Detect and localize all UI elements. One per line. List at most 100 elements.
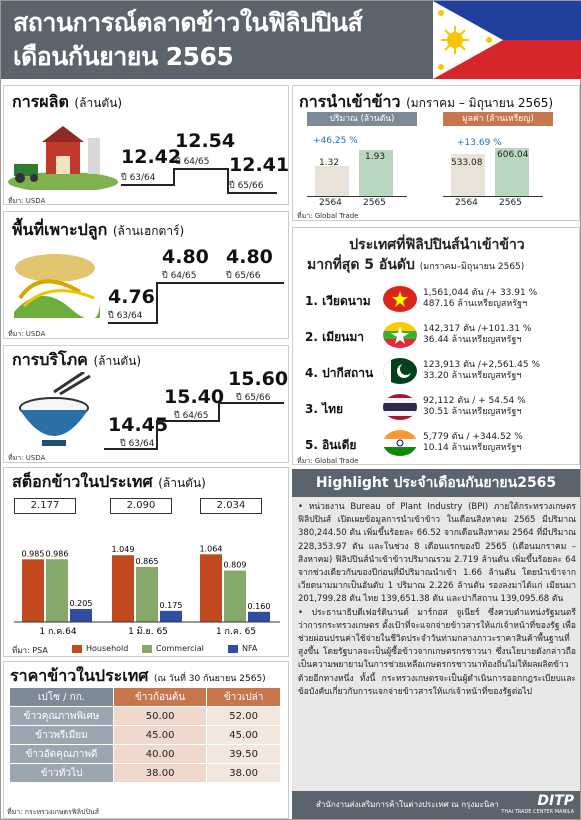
stock-bar-household <box>22 559 44 622</box>
consumption-step-2 <box>156 420 220 422</box>
table-row: ข้าวพรีเมียม 45.00 45.00 <box>9 725 281 745</box>
imports-value-axis <box>443 196 543 197</box>
price-row-label: ข้าวพรีเมียม <box>9 725 114 745</box>
legend-swatch-household <box>72 645 82 653</box>
price-table: เปโซ / กก. ข้าวก้อนต้น ข้าวเปล่า ข้าวคุณ… <box>9 687 281 783</box>
top5-panel: ประเทศที่ฟิลิปปินส์นำเข้าข้าว มากที่สุด … <box>292 227 580 465</box>
imports-volume-2564: 1.32 <box>319 158 340 168</box>
consumption-title: การบริโภค (ล้านตัน) <box>12 348 142 373</box>
rice-field-icon <box>14 254 100 318</box>
top5-country-name: 4. ปากีสถาน <box>305 366 374 380</box>
production-year-3: ปี 65/66 <box>229 181 264 191</box>
highlight-panel: Highlight ประจำเดือนกันยายน2565 • หน่วยง… <box>292 469 580 819</box>
table-row: ข้าวคุณภาพพิเศษ 50.00 52.00 <box>9 706 281 726</box>
vietnam-flag-icon <box>383 286 417 312</box>
top5-source: ที่มา: Global Trade <box>297 457 359 465</box>
legend-nfa: NFA <box>242 644 258 653</box>
price-table-header: เปโซ / กก. ข้าวก้อนต้น ข้าวเปล่า <box>9 687 281 707</box>
stock-bar-label: 0.986 <box>46 549 69 558</box>
top5-title-line2: มากที่สุด 5 อันดับ (มกราคม–มิถุนายน 2565… <box>307 257 525 273</box>
area-year-2: ปี 64/65 <box>162 271 197 281</box>
imports-volume-bar-2565 <box>359 150 393 196</box>
consumption-source: ที่มา: USDA <box>8 454 46 462</box>
consumption-year-2: ปี 64/65 <box>174 411 209 421</box>
top5-country-name: 3. ไทย <box>305 402 344 416</box>
price-cell: 38.00 <box>112 763 208 783</box>
price-cell: 52.00 <box>206 706 281 726</box>
consumption-step-3 <box>218 402 284 404</box>
price-header-col2: ข้าวเปล่า <box>206 687 281 707</box>
imports-volume-bar-2564 <box>315 166 349 196</box>
imports-value-year-2564: 2564 <box>455 198 478 208</box>
imports-volume-change: +46.25 % <box>313 136 358 146</box>
production-value-1: 12.42 <box>121 146 182 168</box>
price-source: ที่มา: กระทรวงเกษตรฟิลิปปินส์ <box>7 808 99 816</box>
area-step-riser-1 <box>156 282 158 324</box>
consumption-step-riser-1 <box>156 420 158 450</box>
consumption-year-1: ปี 63/64 <box>120 439 155 449</box>
area-year-1: ปี 63/64 <box>108 311 143 321</box>
highlight-paragraph-2: • ประธานาธิบดีเฟอร์ดินานด์ มาร์กอส จูเนี… <box>298 607 576 697</box>
stock-bar-label: 0.809 <box>224 561 247 570</box>
stock-bar-commercial <box>136 566 158 622</box>
imports-value-year-2565: 2565 <box>499 198 522 208</box>
price-row-label: ข้าวอัตคุณภาพดี <box>9 744 114 764</box>
pakistan-flag-icon <box>383 358 417 384</box>
top5-title-line1: ประเทศที่ฟิลิปปินส์นำเข้าข้าว <box>349 237 525 253</box>
legend-commercial: Commercial <box>156 644 204 653</box>
area-year-3: ปี 65/66 <box>226 271 261 281</box>
consumption-step-1 <box>104 448 158 450</box>
stock-category-label: 1 มิ.ย. 65 <box>128 626 168 637</box>
production-step-1 <box>121 184 175 186</box>
highlight-footer: สำนักงานส่งเสริมการค้าในต่างประเทศ ณ กรุ… <box>292 791 580 819</box>
price-cell: 45.00 <box>206 725 281 745</box>
stock-bar-label: 0.865 <box>136 557 159 566</box>
top5-row-myanmar: 2. เมียนมา 142,317 ตัน /+101.31 % 36.44 ล… <box>293 318 579 354</box>
stock-bar-household <box>200 554 222 622</box>
top5-row-thailand: 3. ไทย 92,112 ตัน / + 54.54 % 30.51 ล้านเ… <box>293 390 579 426</box>
table-row: ข้าวทั่วไป 38.00 38.00 <box>9 763 281 783</box>
consumption-value-3: 15.60 <box>228 368 289 390</box>
stock-title: สต็อกข้าวในประเทศ (ล้านตัน) <box>12 470 206 495</box>
stock-total-1: 2.177 <box>14 498 76 514</box>
top5-country-data: 5,779 ตัน / +344.52 % 10.14 ล้านเหรียญสหร… <box>423 432 523 453</box>
price-cell: 39.50 <box>206 744 281 764</box>
legend-swatch-commercial <box>142 645 152 653</box>
page-title-line2: เดือนกันยายน 2565 <box>13 42 234 71</box>
area-title: พื้นที่เพาะปลูก (ล้านเฮกตาร์) <box>12 218 185 243</box>
price-row-label: ข้าวทั่วไป <box>9 763 114 783</box>
stock-bar-nfa <box>248 611 270 622</box>
imports-volume-year-2564: 2564 <box>319 198 342 208</box>
stock-source: ที่มา: PSA <box>12 646 48 655</box>
area-step-2 <box>156 282 284 284</box>
top5-row-india: 5. อินเดีย 5,779 ตัน / +344.52 % 10.14 ล้… <box>293 426 579 462</box>
stock-bar-label: 1.049 <box>112 545 135 554</box>
area-value-1: 4.76 <box>108 286 155 308</box>
price-row-label: ข้าวคุณภาพพิเศษ <box>9 706 114 726</box>
production-source: ที่มา: USDA <box>8 197 46 205</box>
header-banner: สถานการณ์ตลาดข้าวในฟิลิปปินส์ เดือนกันยา… <box>1 1 581 79</box>
highlight-paragraph-1: • หน่วยงาน Bureau of Plant Industry (BPI… <box>298 502 576 605</box>
imports-source: ที่มา: Global Trade <box>297 212 359 220</box>
consumption-step-riser-2 <box>218 402 220 422</box>
highlight-title: Highlight ประจำเดือนกันยายน2565 <box>292 469 580 497</box>
area-value-3: 4.80 <box>226 246 273 268</box>
top5-country-data: 1,561,044 ตัน /+ 33.91 % 487.16 ล้านเหรีย… <box>423 288 538 309</box>
legend-household: Household <box>86 644 129 653</box>
imports-value-bar-2564 <box>451 154 485 196</box>
imports-volume-axis <box>307 196 407 197</box>
stock-bar-label: 0.985 <box>22 549 45 558</box>
top5-country-name: 2. เมียนมา <box>305 330 364 344</box>
top5-country-data: 92,112 ตัน / + 54.54 % 30.51 ล้านเหรียญสห… <box>423 396 526 417</box>
imports-volume-2565: 1.93 <box>365 152 386 162</box>
thailand-flag-icon <box>383 394 417 420</box>
consumption-value-1: 14.45 <box>108 414 169 436</box>
stock-total-3: 2.034 <box>200 498 262 514</box>
production-step-2 <box>173 168 229 170</box>
ditp-logo-subtitle: THAI TRADE CENTER MANILA <box>501 809 574 815</box>
area-step-1 <box>108 322 158 324</box>
highlight-body: • หน่วยงาน Bureau of Plant Industry (BPI… <box>298 501 576 699</box>
top5-country-name: 5. อินเดีย <box>305 438 357 452</box>
